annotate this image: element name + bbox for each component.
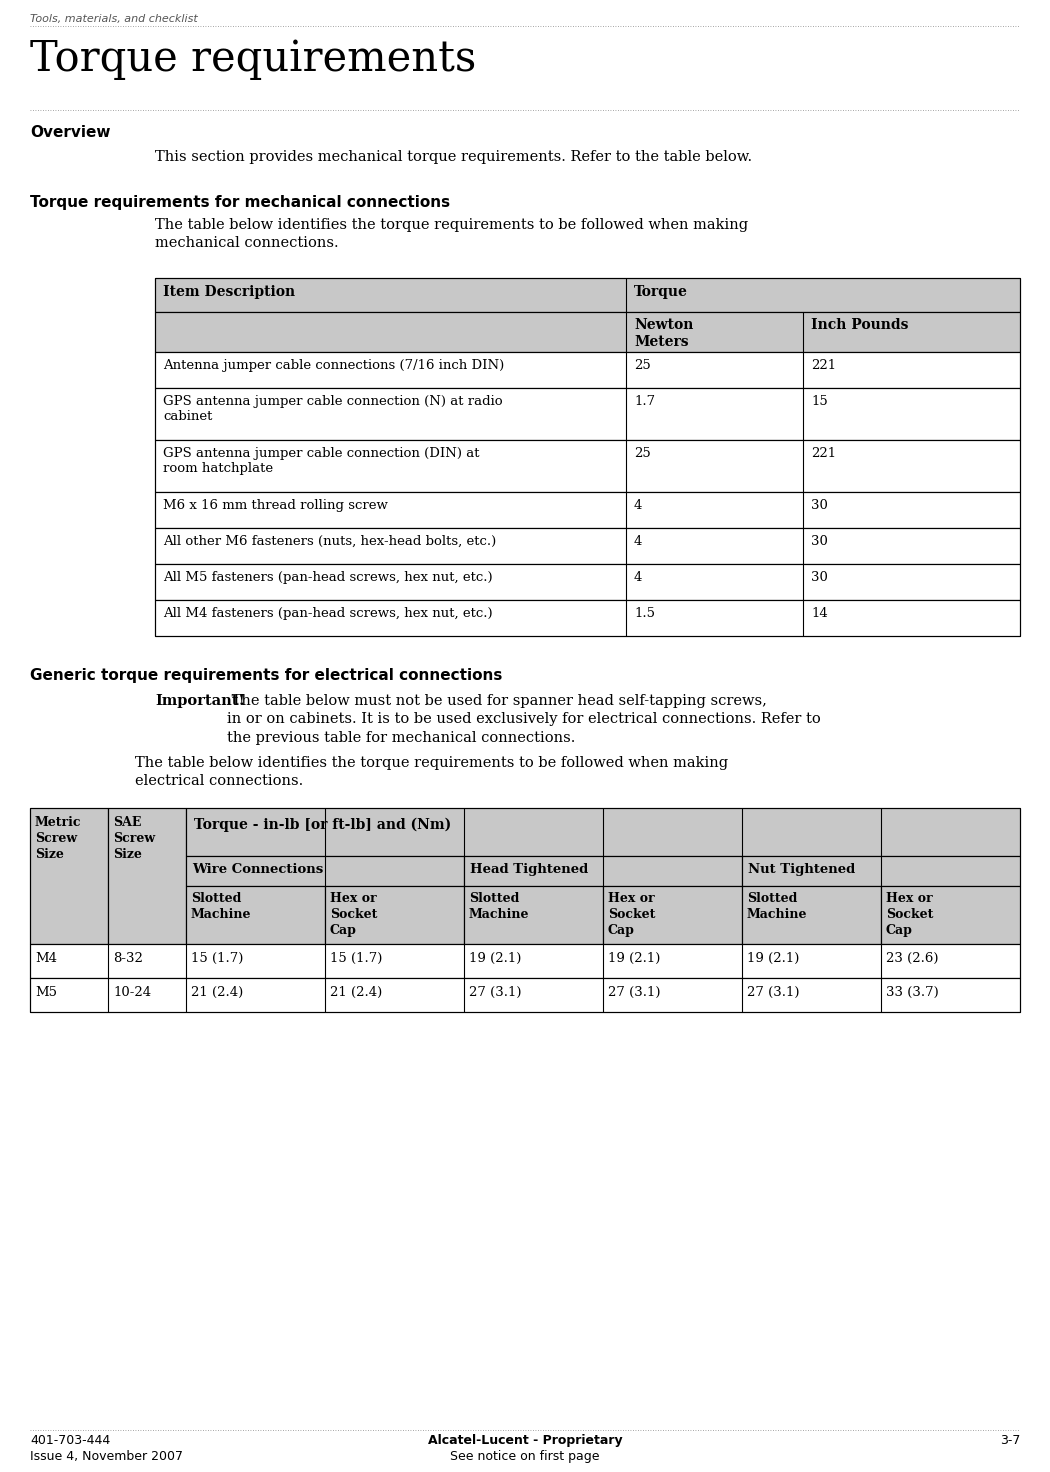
Text: 27 (3.1): 27 (3.1) — [469, 986, 522, 999]
Bar — [881, 886, 1020, 944]
Bar — [155, 278, 1020, 312]
Text: GPS antenna jumper cable connection (DIN) at
room hatchplate: GPS antenna jumper cable connection (DIN… — [163, 447, 480, 475]
Text: Alcatel-Lucent - Proprietary: Alcatel-Lucent - Proprietary — [427, 1434, 623, 1447]
Bar — [155, 389, 1020, 440]
Bar — [186, 857, 464, 886]
Text: Overview: Overview — [30, 125, 110, 140]
Text: M5: M5 — [35, 986, 57, 999]
Bar — [186, 808, 1020, 857]
Text: Tools, materials, and checklist: Tools, materials, and checklist — [30, 15, 197, 24]
Text: Antenna jumper cable connections (7/16 inch DIN): Antenna jumper cable connections (7/16 i… — [163, 359, 504, 372]
Bar — [30, 808, 108, 944]
Text: Important!: Important! — [155, 693, 245, 708]
Bar — [108, 808, 186, 944]
Text: 4: 4 — [634, 499, 643, 512]
Text: 14: 14 — [811, 606, 827, 620]
Text: 401-703-444: 401-703-444 — [30, 1434, 110, 1447]
Text: All M5 fasteners (pan-head screws, hex nut, etc.): All M5 fasteners (pan-head screws, hex n… — [163, 571, 492, 584]
Text: 33 (3.7): 33 (3.7) — [886, 986, 939, 999]
Bar — [186, 886, 326, 944]
Bar — [155, 528, 1020, 564]
Text: 27 (3.1): 27 (3.1) — [747, 986, 799, 999]
Text: 19 (2.1): 19 (2.1) — [747, 952, 799, 966]
Text: 19 (2.1): 19 (2.1) — [469, 952, 522, 966]
Text: Slotted
Machine: Slotted Machine — [747, 892, 807, 921]
Text: Wire Connections: Wire Connections — [192, 863, 323, 876]
Text: 8-32: 8-32 — [113, 952, 143, 966]
Bar — [155, 492, 1020, 528]
Text: Generic torque requirements for electrical connections: Generic torque requirements for electric… — [30, 668, 502, 683]
Text: 30: 30 — [811, 534, 827, 548]
Text: 19 (2.1): 19 (2.1) — [608, 952, 660, 966]
Text: Slotted
Machine: Slotted Machine — [191, 892, 252, 921]
Text: 10-24: 10-24 — [113, 986, 151, 999]
Text: 30: 30 — [811, 499, 827, 512]
Text: Hex or
Socket
Cap: Hex or Socket Cap — [608, 892, 655, 938]
Bar — [603, 886, 742, 944]
Text: 25: 25 — [634, 447, 651, 459]
Bar — [30, 977, 1020, 1013]
Text: Torque: Torque — [634, 286, 688, 299]
Text: Torque - in-lb [or ft-lb] and (Nm): Torque - in-lb [or ft-lb] and (Nm) — [194, 818, 452, 832]
Text: All other M6 fasteners (nuts, hex-head bolts, etc.): All other M6 fasteners (nuts, hex-head b… — [163, 534, 497, 548]
Text: Metric
Screw
Size: Metric Screw Size — [35, 815, 82, 861]
Text: See notice on first page: See notice on first page — [450, 1450, 600, 1463]
Bar — [742, 886, 881, 944]
Text: All M4 fasteners (pan-head screws, hex nut, etc.): All M4 fasteners (pan-head screws, hex n… — [163, 606, 492, 620]
Text: 221: 221 — [811, 359, 836, 372]
Text: Issue 4, November 2007: Issue 4, November 2007 — [30, 1450, 183, 1463]
Text: Head Tightened: Head Tightened — [470, 863, 588, 876]
Text: SAE
Screw
Size: SAE Screw Size — [113, 815, 155, 861]
Text: 15 (1.7): 15 (1.7) — [191, 952, 244, 966]
Text: 221: 221 — [811, 447, 836, 459]
Text: Newton
Meters: Newton Meters — [634, 318, 693, 349]
Text: Nut Tightened: Nut Tightened — [748, 863, 856, 876]
Text: This section provides mechanical torque requirements. Refer to the table below.: This section provides mechanical torque … — [155, 150, 752, 163]
Text: Torque requirements for mechanical connections: Torque requirements for mechanical conne… — [30, 194, 450, 210]
Text: The table below identifies the torque requirements to be followed when making
me: The table below identifies the torque re… — [155, 218, 748, 250]
Text: 15: 15 — [811, 394, 827, 408]
Text: M6 x 16 mm thread rolling screw: M6 x 16 mm thread rolling screw — [163, 499, 387, 512]
Bar — [30, 944, 1020, 977]
Text: 1.7: 1.7 — [634, 394, 655, 408]
Bar — [155, 352, 1020, 389]
Bar — [155, 312, 1020, 352]
Text: The table below identifies the torque requirements to be followed when making
el: The table below identifies the torque re… — [135, 757, 728, 789]
Bar — [155, 601, 1020, 636]
Bar — [464, 886, 603, 944]
Text: 25: 25 — [634, 359, 651, 372]
Bar — [155, 440, 1020, 492]
Text: Slotted
Machine: Slotted Machine — [469, 892, 529, 921]
Bar — [464, 857, 742, 886]
Text: Inch Pounds: Inch Pounds — [811, 318, 908, 333]
Text: 15 (1.7): 15 (1.7) — [330, 952, 382, 966]
Text: 23 (2.6): 23 (2.6) — [886, 952, 939, 966]
Bar — [326, 886, 464, 944]
Text: Item Description: Item Description — [163, 286, 295, 299]
Text: 1.5: 1.5 — [634, 606, 655, 620]
Text: 4: 4 — [634, 534, 643, 548]
Text: Hex or
Socket
Cap: Hex or Socket Cap — [330, 892, 377, 938]
Text: 21 (2.4): 21 (2.4) — [330, 986, 382, 999]
Bar — [742, 857, 1020, 886]
Text: M4: M4 — [35, 952, 57, 966]
Text: 3-7: 3-7 — [1000, 1434, 1020, 1447]
Text: 21 (2.4): 21 (2.4) — [191, 986, 244, 999]
Text: Hex or
Socket
Cap: Hex or Socket Cap — [886, 892, 933, 938]
Text: Torque requirements: Torque requirements — [30, 38, 477, 79]
Text: The table below must not be used for spanner head self-tapping screws,
in or on : The table below must not be used for spa… — [227, 693, 821, 745]
Text: 27 (3.1): 27 (3.1) — [608, 986, 660, 999]
Text: GPS antenna jumper cable connection (N) at radio
cabinet: GPS antenna jumper cable connection (N) … — [163, 394, 503, 422]
Text: 4: 4 — [634, 571, 643, 584]
Text: 30: 30 — [811, 571, 827, 584]
Bar — [155, 564, 1020, 601]
